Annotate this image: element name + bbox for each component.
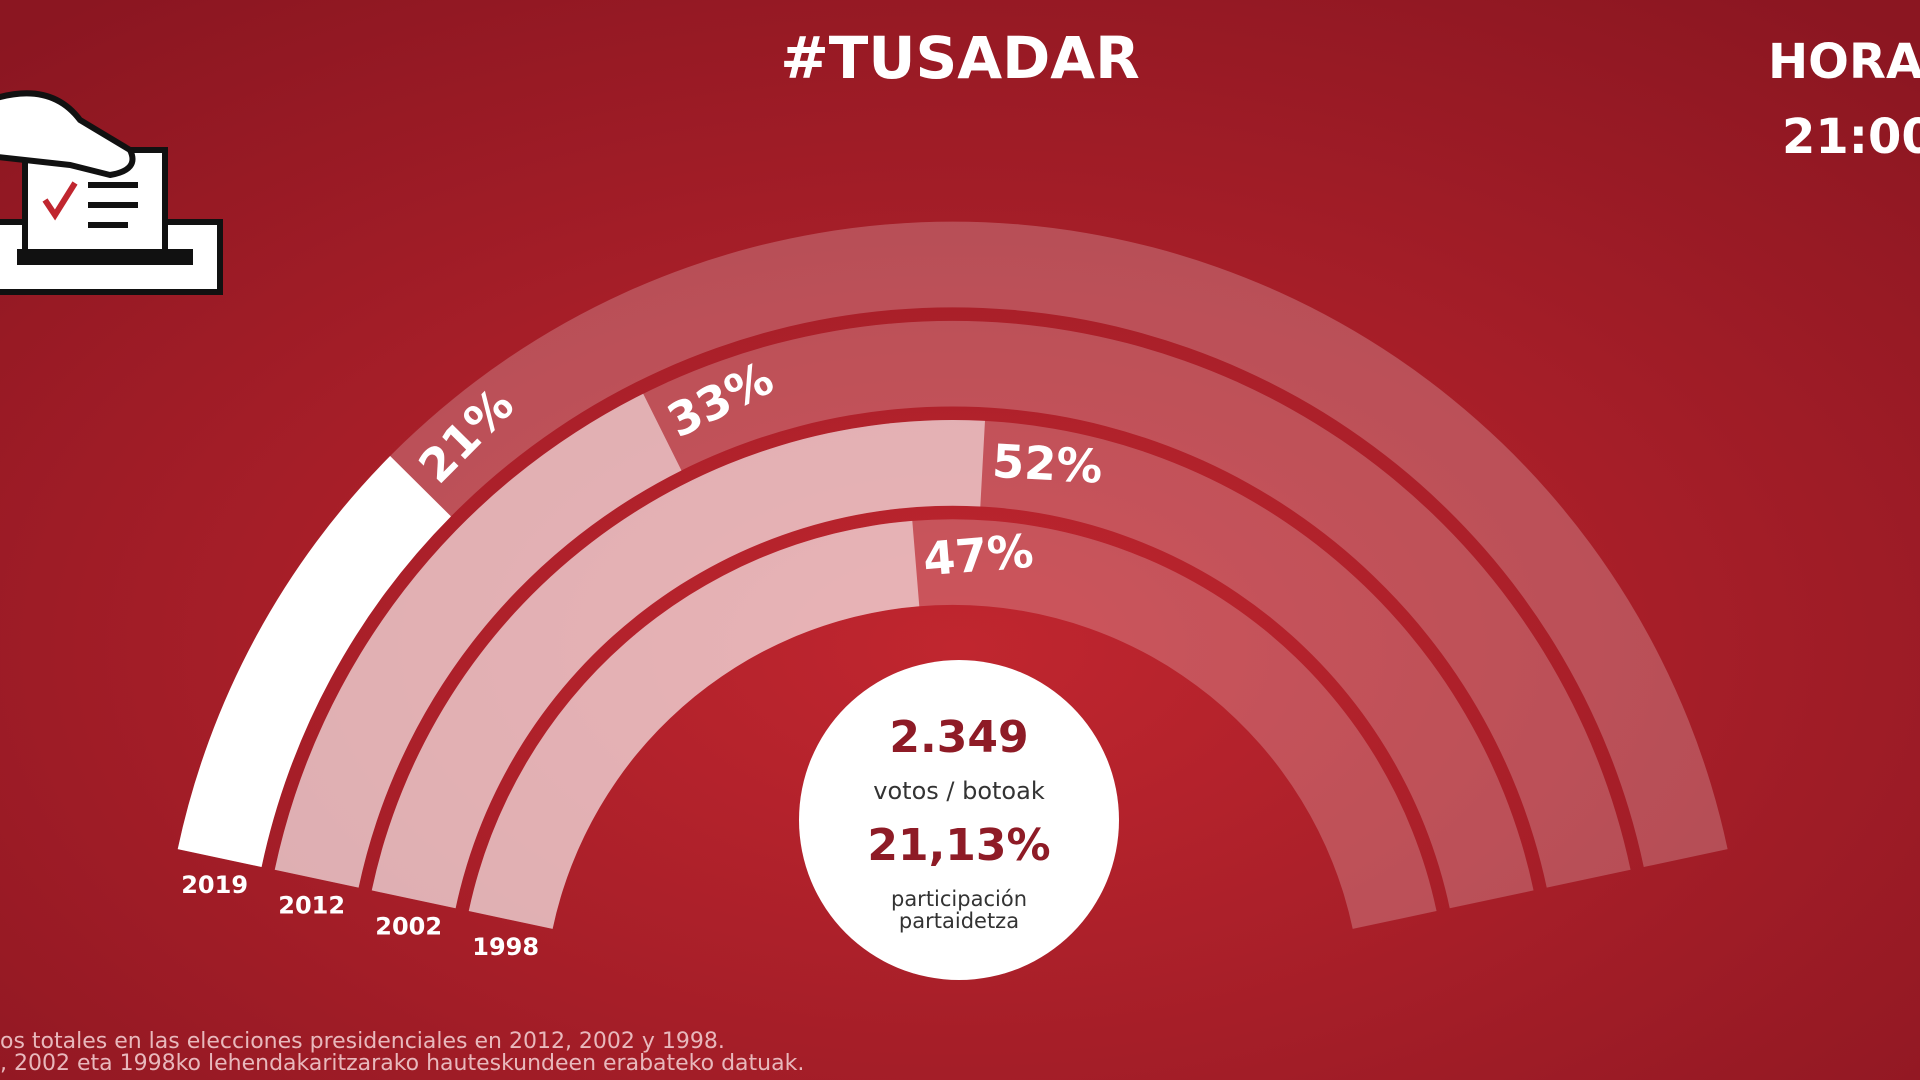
participation-label: partaidetza	[899, 909, 1019, 933]
track	[177, 221, 1728, 867]
category-label: 2002	[375, 912, 442, 940]
votes-label: votos / botoak	[873, 777, 1045, 805]
category-label: 1998	[472, 933, 539, 961]
footnote: os totales en las elecciones presidencia…	[0, 1029, 725, 1054]
header-label: HORA	[1768, 34, 1920, 90]
title: #TUSADAR	[780, 24, 1140, 92]
bar	[274, 393, 682, 888]
header-time: 21:00	[1782, 109, 1920, 165]
votes: 2.349	[889, 712, 1028, 763]
footnote: , 2002 eta 1998ko lehendakaritzarako hau…	[0, 1051, 804, 1076]
center-circle	[799, 660, 1119, 980]
category-label: 2012	[278, 892, 345, 920]
bar	[177, 456, 451, 867]
participation-label: participación	[891, 887, 1027, 911]
ballot-icon	[0, 90, 223, 295]
bar	[468, 520, 920, 929]
category-label: 2019	[181, 871, 248, 899]
bar	[371, 420, 985, 909]
participation: 21,13%	[867, 820, 1050, 871]
value-label: 47%	[921, 524, 1035, 587]
value-label: 52%	[991, 434, 1104, 494]
